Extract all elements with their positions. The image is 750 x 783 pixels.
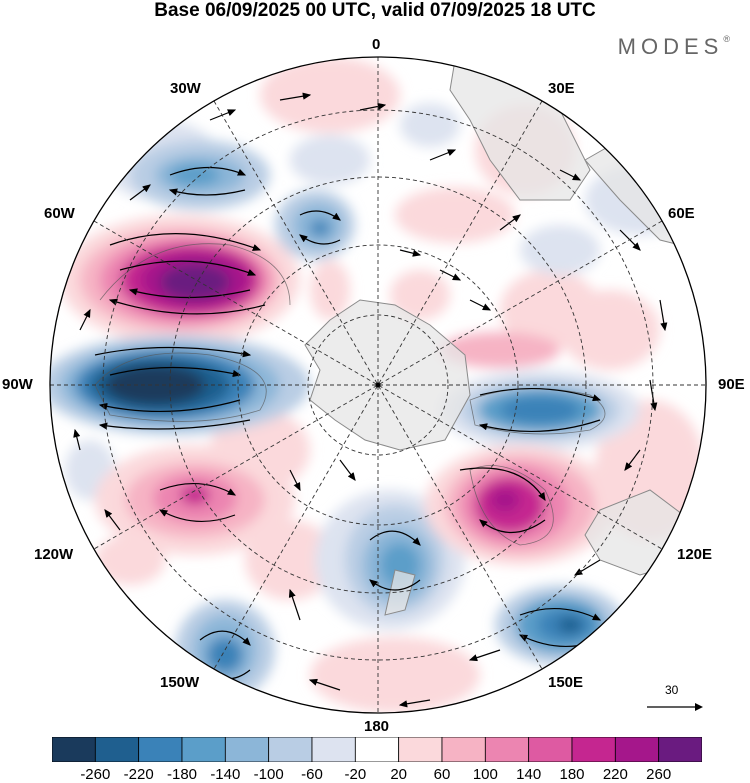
- colorbar-swatch: [224, 736, 270, 763]
- lon-label-180: 180: [364, 718, 390, 735]
- map-title: Base 06/09/2025 00 UTC, valid 07/09/2025…: [154, 0, 596, 21]
- lon-label-30e: 30E: [548, 80, 575, 97]
- lon-label-90w: 90W: [2, 376, 33, 393]
- colorbar-label: 60: [433, 766, 451, 783]
- colorbar-swatches: [51, 736, 703, 763]
- colorbar-swatch: [484, 736, 530, 763]
- colorbar-label: -180: [166, 766, 198, 783]
- map-boundary: [49, 56, 707, 714]
- graticule: [50, 57, 706, 713]
- colorbar-label: -20: [344, 766, 367, 783]
- colorbar-label: 140: [516, 766, 542, 783]
- lon-label-0: 0: [372, 36, 381, 53]
- reference-vector-label: 30: [665, 683, 679, 697]
- lon-label-150e: 150E: [548, 674, 584, 691]
- lon-label-60w: 60W: [44, 205, 75, 222]
- lon-label-120e: 120E: [677, 546, 713, 563]
- colorbar-label: -60: [301, 766, 323, 783]
- anomaly-field: [50, 57, 706, 713]
- colorbar-swatch: [354, 736, 400, 763]
- colorbar-swatch: [51, 736, 96, 763]
- brand-name: MODES: [617, 34, 724, 59]
- south-pole-marker: [375, 382, 381, 388]
- lon-label-150w: 150W: [160, 674, 200, 691]
- colorbar-label: -220: [123, 766, 154, 783]
- colorbar-swatch: [528, 736, 573, 763]
- colorbar-label: 180: [559, 766, 585, 783]
- modes-logo: MODES®: [618, 34, 730, 60]
- colorbar-label: 20: [390, 766, 407, 783]
- polar-stereographic-map: [49, 56, 707, 714]
- colorbar-label: -260: [80, 766, 111, 783]
- colorbar-swatch: [441, 736, 486, 763]
- colorbar-label: 260: [646, 766, 672, 783]
- registered-mark: ®: [723, 34, 730, 44]
- colorbar-swatch: [268, 736, 313, 763]
- colorbar-swatch: [181, 736, 226, 763]
- colorbar-label: 100: [472, 766, 498, 783]
- lon-label-90e: 90E: [718, 376, 745, 393]
- colorbar-swatch: [658, 736, 703, 763]
- lon-label-30w: 30W: [170, 80, 201, 97]
- colorbar-label: -140: [210, 766, 241, 783]
- colorbar: [51, 736, 703, 763]
- colorbar-label: -100: [253, 766, 284, 783]
- colorbar-swatch: [398, 736, 443, 763]
- colorbar-swatch: [138, 736, 183, 763]
- colorbar-swatch: [311, 736, 356, 763]
- colorbar-label: 220: [602, 766, 628, 783]
- lon-label-60e: 60E: [668, 205, 695, 222]
- colorbar-swatch: [94, 736, 140, 763]
- reference-vector-arrow: [647, 703, 703, 711]
- lon-label-120w: 120W: [34, 546, 74, 563]
- colorbar-swatch: [614, 736, 660, 763]
- colorbar-swatch: [571, 736, 616, 763]
